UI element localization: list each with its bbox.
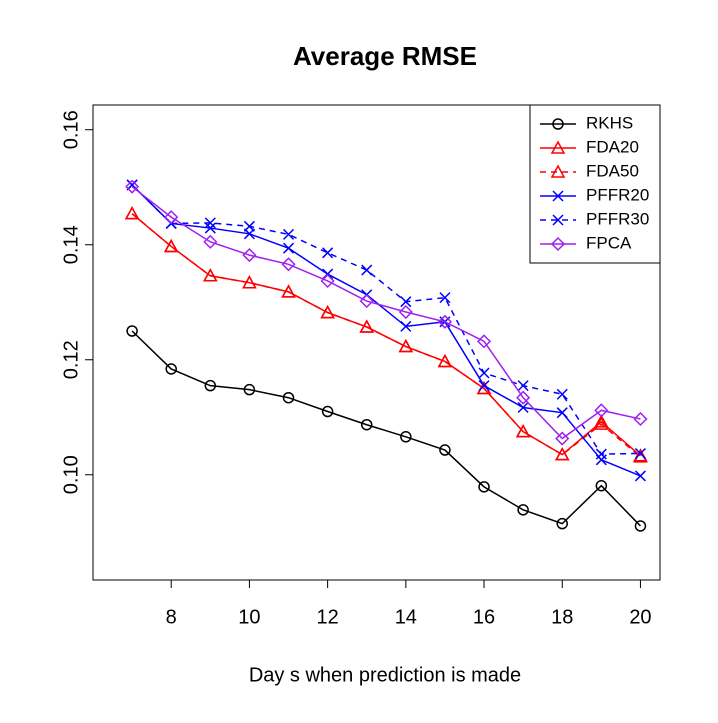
marker (550, 140, 566, 154)
marker (517, 401, 529, 414)
x-tick-label: 16 (473, 606, 495, 628)
marker (552, 214, 564, 226)
marker (594, 416, 609, 430)
marker (552, 190, 564, 202)
legend-label: FDA50 (586, 161, 639, 180)
marker (163, 238, 179, 253)
marker (321, 405, 334, 418)
y-tick-label: 0.14 (60, 225, 82, 264)
series-line (131, 186, 641, 440)
x-axis-label: Day s when prediction is made (249, 664, 521, 686)
marker (126, 325, 138, 337)
y-tick-label: 0.10 (60, 455, 82, 494)
marker (242, 248, 257, 263)
marker (400, 431, 412, 443)
marker (634, 447, 646, 460)
marker (478, 367, 490, 379)
marker (398, 338, 414, 353)
marker (517, 380, 529, 392)
marker (400, 320, 412, 332)
marker (634, 470, 646, 482)
series-line (131, 330, 641, 527)
marker (204, 222, 216, 234)
marker (282, 228, 295, 240)
legend-label: PFFR30 (586, 209, 649, 228)
legend-label: PFFR20 (586, 185, 649, 204)
marker (478, 380, 490, 392)
y-tick-label: 0.16 (60, 110, 82, 149)
marker (359, 319, 374, 333)
marker (633, 411, 648, 427)
x-tick-label: 18 (551, 606, 573, 628)
marker (552, 118, 564, 130)
marker (360, 418, 373, 431)
x-tick-label: 10 (238, 606, 260, 628)
marker (165, 363, 177, 375)
marker (359, 294, 374, 309)
marker (281, 284, 296, 298)
marker (594, 414, 609, 428)
marker (361, 264, 373, 276)
legend: RKHS FDA20 FDA50 PFFR20 PFFR30 FPCA (529, 104, 661, 264)
series-line (131, 184, 641, 455)
marker (204, 379, 217, 392)
marker (595, 454, 607, 466)
marker (320, 273, 335, 289)
marker (550, 164, 566, 178)
marker (550, 236, 566, 252)
marker (281, 257, 296, 272)
marker (437, 353, 453, 368)
marker (322, 247, 334, 259)
legend-label: FPCA (586, 233, 632, 252)
marker (554, 447, 570, 461)
marker (320, 305, 335, 319)
marker (555, 431, 570, 446)
marker (516, 390, 531, 405)
marker (164, 210, 179, 225)
marker (515, 424, 531, 438)
marker (125, 179, 140, 194)
chart-title: Average RMSE (293, 41, 477, 71)
marker (203, 234, 218, 249)
legend-label: FDA20 (586, 137, 639, 156)
marker (556, 407, 568, 419)
marker (439, 292, 451, 304)
legend-box (529, 104, 661, 264)
marker (476, 334, 492, 349)
series-line (131, 184, 641, 477)
marker (439, 444, 451, 456)
marker (556, 388, 568, 400)
marker (400, 296, 412, 308)
marker (594, 403, 609, 418)
series-line (131, 213, 641, 458)
marker (556, 517, 568, 530)
x-tick-label: 20 (629, 606, 651, 628)
x-tick-label: 8 (166, 606, 177, 628)
marker (437, 314, 452, 329)
marker (282, 242, 295, 254)
marker (243, 383, 256, 396)
marker (517, 504, 529, 516)
x-tick-label: 12 (316, 606, 338, 628)
marker (242, 275, 257, 289)
marker (282, 391, 295, 404)
marker (595, 479, 608, 492)
marker (478, 481, 490, 493)
marker (595, 448, 607, 460)
marker (634, 520, 647, 532)
x-tick-label: 14 (395, 606, 417, 628)
marker (124, 206, 140, 220)
marker (243, 220, 255, 232)
y-tick-label: 0.12 (60, 340, 82, 379)
marker (204, 217, 216, 229)
marker (203, 268, 218, 282)
legend-label: RKHS (586, 113, 633, 132)
marker (398, 304, 413, 320)
